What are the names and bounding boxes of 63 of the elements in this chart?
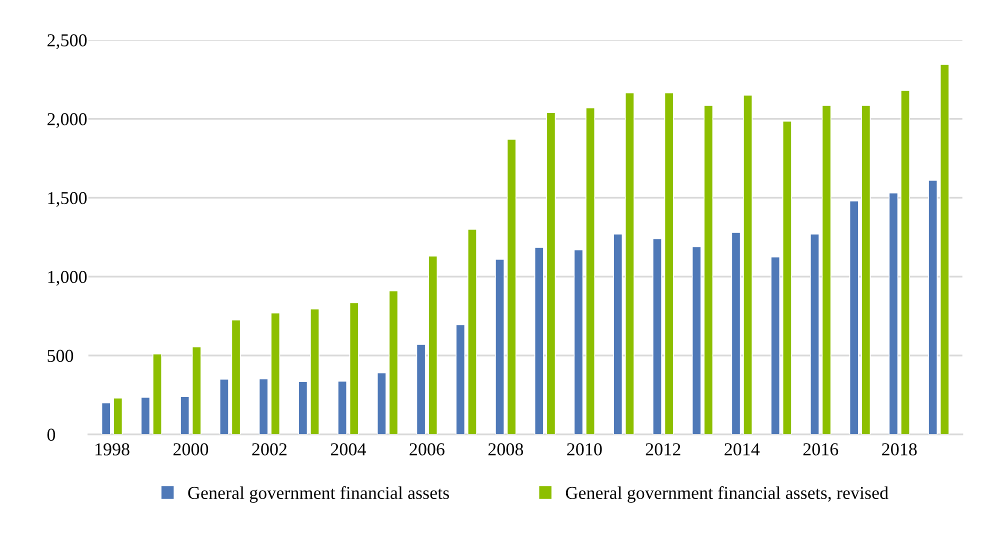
bar <box>900 90 910 434</box>
bar <box>534 247 544 434</box>
bar <box>731 232 741 434</box>
bar <box>310 308 320 434</box>
legend-label: General government financial assets, revised <box>566 486 888 503</box>
bar <box>704 105 714 434</box>
bar <box>928 180 938 434</box>
bar <box>467 228 477 434</box>
x-tick-label: 2014 <box>724 443 760 456</box>
bar <box>298 381 308 434</box>
bar <box>574 249 584 434</box>
bar <box>388 290 398 434</box>
x-tick-label: 2016 <box>803 443 838 456</box>
bar <box>770 256 780 434</box>
bar <box>940 64 950 434</box>
bar <box>506 138 516 434</box>
bar <box>888 192 898 434</box>
bar <box>692 246 702 434</box>
bar <box>456 324 466 434</box>
bar <box>338 380 348 434</box>
bar <box>258 378 268 434</box>
bar <box>743 94 753 434</box>
x-tick-label: 2000 <box>173 443 208 456</box>
bar <box>664 92 674 434</box>
x-tick-label: 2002 <box>252 443 287 456</box>
bar <box>428 256 438 434</box>
bar <box>152 354 162 434</box>
bar <box>546 112 556 434</box>
bar <box>376 372 386 434</box>
bar <box>861 105 871 434</box>
bar <box>652 238 662 434</box>
x-tick-label: 2010 <box>567 443 602 456</box>
y-tick-label: 2,500 <box>48 34 87 50</box>
x-tick-label: 2018 <box>882 443 917 456</box>
x-tick-label: 2012 <box>646 443 680 456</box>
bar <box>231 320 241 434</box>
bar <box>140 396 150 434</box>
bar <box>180 396 190 434</box>
bar <box>219 378 229 434</box>
y-tick-label: 1,500 <box>48 192 87 207</box>
bar <box>270 312 280 434</box>
legend-label: General government financial assets <box>188 486 449 503</box>
x-tick-label: 2004 <box>330 443 366 456</box>
bar <box>810 234 820 434</box>
bar <box>113 398 123 434</box>
bar <box>822 105 832 434</box>
y-tick-label: 0 <box>47 428 56 441</box>
x-tick-label: 1998 <box>96 443 130 456</box>
bar <box>849 200 859 434</box>
bar <box>782 120 792 434</box>
bar <box>495 258 505 434</box>
bar <box>101 402 111 434</box>
bar <box>586 107 596 434</box>
bar <box>613 234 623 434</box>
y-tick-label: 500 <box>48 350 74 362</box>
bar <box>349 302 359 434</box>
y-tick-label: 1,000 <box>48 270 87 286</box>
bar <box>416 344 426 434</box>
x-tick-label: 2006 <box>410 443 444 456</box>
y-tick-label: 2,000 <box>48 113 87 128</box>
x-tick-label: 2008 <box>488 443 524 456</box>
bar <box>624 92 634 434</box>
bar <box>192 346 202 434</box>
